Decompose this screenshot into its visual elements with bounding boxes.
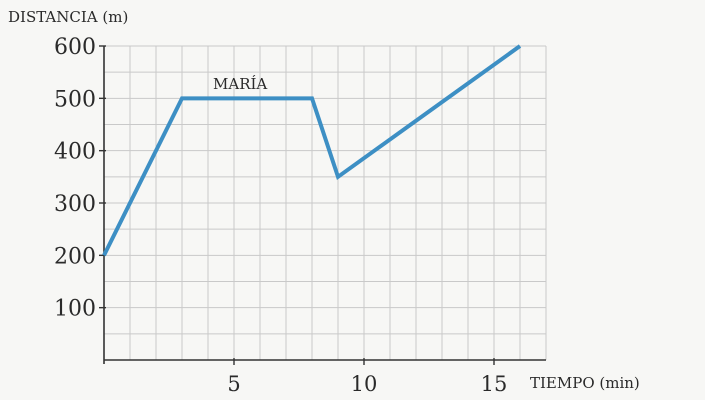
y-tick-label: 100 [54,297,96,322]
tick-labels: 100 200 300 400 500 600 5 10 15 [54,35,507,396]
series-label-maria: MARÍA [213,75,267,93]
x-tick-label: 10 [351,372,378,396]
series-line-maria [102,44,522,257]
y-tick-label: 600 [54,35,96,60]
x-tick-label: 15 [481,372,508,396]
grid [104,45,547,360]
y-tick-label: 400 [54,140,96,165]
y-tick-label: 200 [54,244,96,269]
y-tick-label: 300 [54,192,96,217]
y-tick-label: 500 [54,87,96,112]
series-layer [102,44,522,257]
y-axis-title: DISTANCIA (m) [8,8,128,26]
x-tick-label: 5 [227,372,240,396]
x-axis-title: TIEMPO (min) [530,374,640,392]
axes [99,45,546,365]
